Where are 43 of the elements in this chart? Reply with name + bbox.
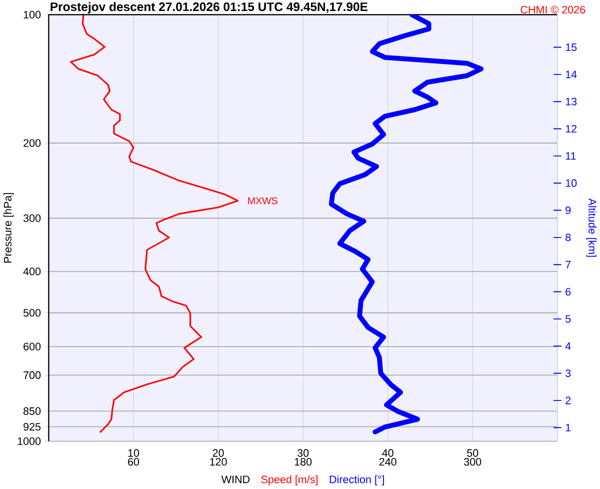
y2-tick-label: 3: [566, 369, 571, 378]
x-tick-label: 40: [382, 449, 394, 457]
y2-tick-label: 6: [566, 288, 571, 296]
y2-tick-label: 5: [566, 315, 571, 323]
x-tick-label: 30: [297, 449, 309, 457]
y2-tick-label: 8: [566, 234, 571, 242]
x-tick-label: 50: [467, 449, 478, 457]
y2-tick-label: 14: [566, 70, 577, 78]
x2-tick-label: 120: [210, 458, 227, 466]
y-tick-label: 300: [23, 214, 41, 222]
y2-tick-label: 1: [566, 424, 571, 432]
x-tick-label: 20: [212, 449, 224, 457]
y-tick-label: 400: [23, 268, 41, 276]
y-tick-label: 700: [24, 371, 41, 379]
y-tick-label: 600: [24, 342, 41, 350]
y2-tick-label: 11: [566, 152, 576, 160]
chart-title: Prostejov descent 27.01.2026 01:15 UTC 49.45N,17.90E: [50, 2, 368, 14]
text: CHMI © 2026: [520, 6, 586, 14]
y2-tick-label: 13: [566, 98, 577, 106]
y-tick-label: 500: [23, 308, 41, 317]
x-tick-label: 10: [128, 449, 140, 457]
y2-tick-label: 2: [566, 396, 571, 404]
y2-tick-label: 12: [566, 124, 577, 132]
x2-tick-label: 300: [464, 458, 482, 466]
y-tick-label: 925: [24, 422, 41, 431]
y2-tick-label: 15: [566, 43, 577, 51]
y2-tick-label: 7: [566, 260, 571, 268]
text: Direction [°]: [330, 475, 384, 486]
x2-tick-label: 60: [128, 458, 140, 466]
y-tick-label: 100: [24, 10, 41, 18]
y2-tick-label: 9: [566, 206, 571, 214]
x2-tick-label: 240: [379, 458, 396, 466]
y2-tick-label: 4: [565, 342, 571, 350]
y-axis-title: Pressure [hPa]: [4, 193, 14, 263]
text: Speed [m/s]: [261, 475, 318, 486]
y-tick-label: 200: [24, 139, 41, 147]
x-axis-title: WIND: [221, 476, 250, 484]
y2-axis-title: Altitude [km]: [586, 198, 596, 257]
y2-tick-label: 10: [566, 179, 577, 187]
y-tick-label: 850: [24, 407, 41, 415]
x2-tick-label: 180: [294, 458, 312, 466]
annotation: MXWS: [248, 197, 278, 204]
y-tick-label: 1000: [18, 437, 41, 445]
